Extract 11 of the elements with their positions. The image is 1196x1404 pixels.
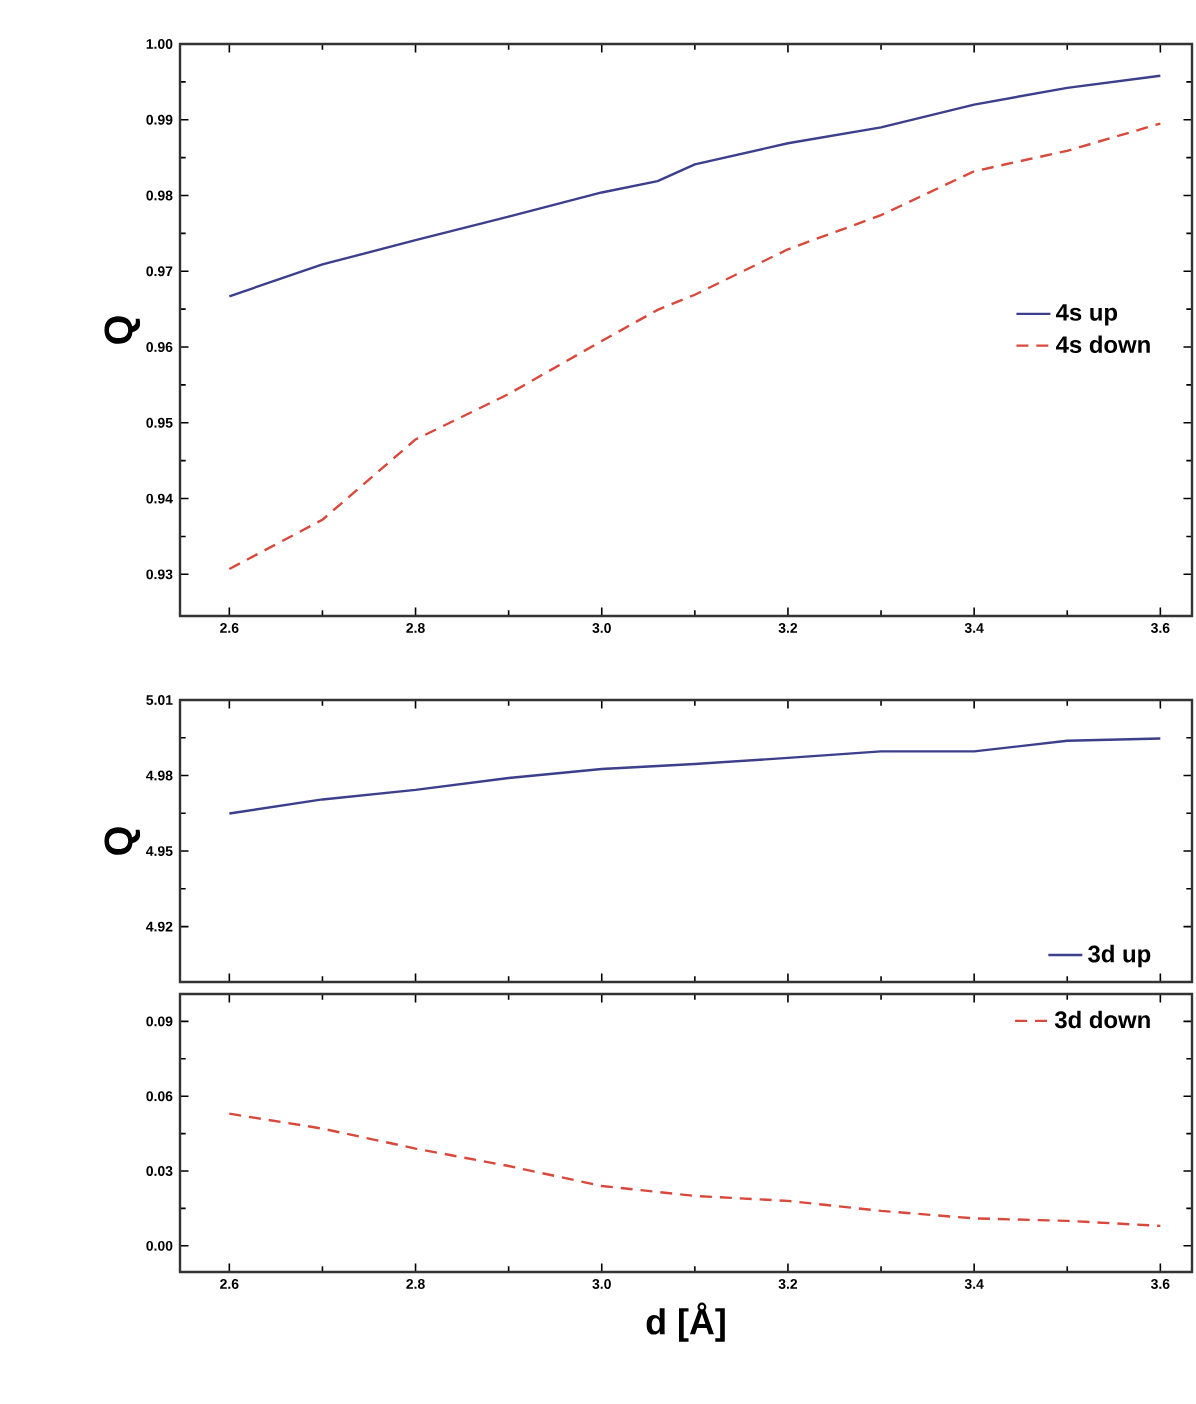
y-axis-title: Q [104,827,141,855]
x-axis-title: d [Å] [646,1302,725,1342]
line-series [228,74,1162,298]
line-series [228,122,1162,571]
legend-label: 3d up [1088,944,1151,968]
legend-label: 4s up [1056,304,1118,326]
line-series [228,737,1162,815]
legend-label: 3d down [1054,1010,1150,1029]
legend-label: 4s down [1056,335,1150,354]
line-series [228,1112,1162,1228]
y-axis-title: Q [104,316,141,344]
